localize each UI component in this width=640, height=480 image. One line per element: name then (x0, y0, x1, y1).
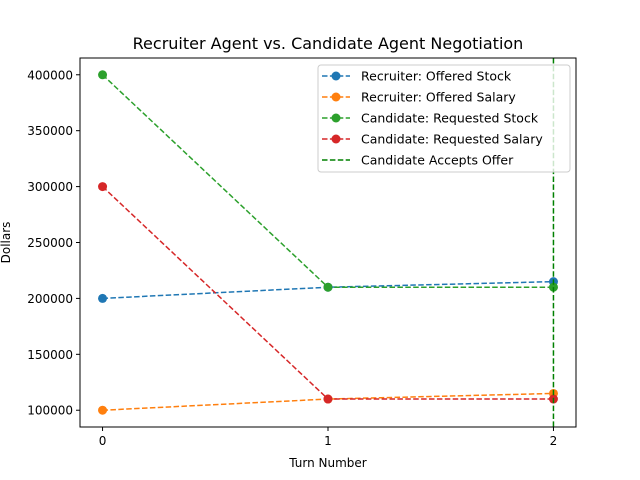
y-tick-label: 300000 (27, 180, 73, 194)
legend-marker-candidate-requested-salary (331, 134, 341, 144)
legend-label-candidate-requested-stock: Candidate: Requested Stock (361, 111, 539, 126)
legend-label-candidate-accepts-offer: Candidate Accepts Offer (361, 153, 514, 168)
legend-marker-recruiter-offered-salary (331, 92, 341, 102)
y-tick-label: 350000 (27, 124, 73, 138)
data-point-candidate-requested-stock (323, 282, 333, 292)
legend-box (317, 64, 571, 173)
x-axis-label: Turn Number (288, 456, 367, 470)
x-tick-label: 0 (99, 434, 107, 448)
legend-marker-recruiter-offered-stock (331, 71, 341, 81)
data-point-candidate-requested-salary (323, 394, 333, 404)
axis-ticks: 0 1 2 100000 150000 200000 250000 300000 350000 4… (27, 68, 557, 448)
y-tick-label: 400000 (27, 68, 73, 82)
legend: Recruiter: Offered Stock Recruiter: Offer… (317, 64, 571, 173)
y-tick-label: 250000 (27, 236, 73, 250)
y-tick-label: 100000 (27, 404, 73, 418)
x-tick-label: 1 (324, 434, 332, 448)
legend-marker-candidate-requested-stock (331, 113, 341, 123)
chart-title: Recruiter Agent vs. Candidate Agent Nego… (133, 34, 524, 53)
legend-label-candidate-requested-salary: Candidate: Requested Salary (361, 132, 543, 147)
legend-label-recruiter-offered-salary: Recruiter: Offered Salary (361, 90, 516, 105)
data-point-candidate-requested-stock (98, 70, 108, 80)
y-tick-label: 200000 (27, 292, 73, 306)
x-tick-label: 2 (550, 434, 558, 448)
data-point-recruiter-offered-salary (98, 405, 108, 415)
y-tick-label: 150000 (27, 348, 73, 362)
legend-label-recruiter-offered-stock: Recruiter: Offered Stock (361, 69, 512, 84)
series-line-candidate-requested-salary (102, 186, 554, 400)
plot-area (98, 58, 558, 427)
data-point-recruiter-offered-stock (98, 293, 108, 303)
y-axis-label: Dollars (0, 222, 13, 264)
data-point-candidate-requested-salary (98, 182, 108, 192)
